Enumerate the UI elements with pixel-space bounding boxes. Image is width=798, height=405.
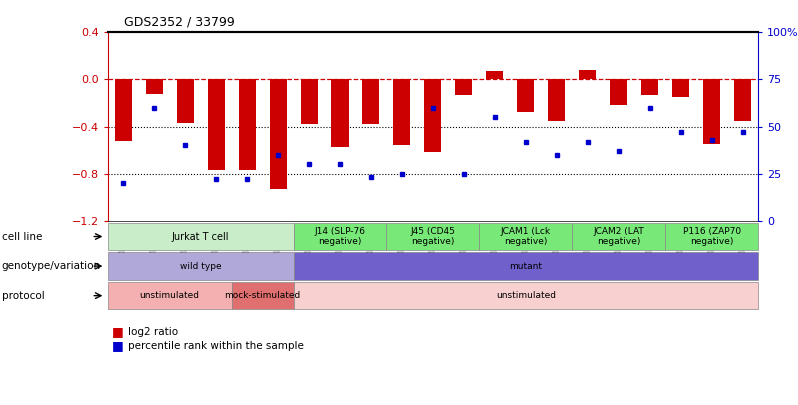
Bar xyxy=(115,79,132,141)
Text: mock-stimulated: mock-stimulated xyxy=(224,291,301,300)
Bar xyxy=(486,71,504,79)
Bar xyxy=(610,79,627,105)
Text: P116 (ZAP70
negative): P116 (ZAP70 negative) xyxy=(682,227,741,246)
Text: mutant: mutant xyxy=(509,262,543,271)
Text: wild type: wild type xyxy=(180,262,222,271)
Text: Jurkat T cell: Jurkat T cell xyxy=(172,232,229,241)
Bar xyxy=(517,79,535,113)
Bar xyxy=(393,79,410,145)
Bar xyxy=(176,79,194,123)
Bar xyxy=(579,70,596,79)
Bar xyxy=(641,79,658,95)
Bar xyxy=(362,79,380,124)
Text: J14 (SLP-76
negative): J14 (SLP-76 negative) xyxy=(314,227,365,246)
Bar xyxy=(270,79,286,189)
Text: protocol: protocol xyxy=(2,291,45,301)
Text: unstimulated: unstimulated xyxy=(496,291,556,300)
Bar xyxy=(703,79,720,144)
Text: ■: ■ xyxy=(112,339,124,352)
Bar xyxy=(672,79,689,97)
Text: JCAM2 (LAT
negative): JCAM2 (LAT negative) xyxy=(594,227,644,246)
Bar xyxy=(301,79,318,124)
Text: J45 (CD45
negative): J45 (CD45 negative) xyxy=(410,227,456,246)
Bar xyxy=(331,79,349,147)
Text: log2 ratio: log2 ratio xyxy=(128,327,178,337)
Text: ■: ■ xyxy=(112,325,124,338)
Bar xyxy=(239,79,255,170)
Bar xyxy=(456,79,472,95)
Text: GDS2352 / 33799: GDS2352 / 33799 xyxy=(124,15,235,28)
Bar xyxy=(207,79,225,170)
Bar xyxy=(425,79,441,152)
Text: cell line: cell line xyxy=(2,232,42,241)
Text: JCAM1 (Lck
negative): JCAM1 (Lck negative) xyxy=(501,227,551,246)
Bar xyxy=(146,79,163,94)
Bar xyxy=(734,79,751,121)
Text: unstimulated: unstimulated xyxy=(140,291,200,300)
Text: percentile rank within the sample: percentile rank within the sample xyxy=(128,341,303,351)
Bar xyxy=(548,79,565,121)
Text: genotype/variation: genotype/variation xyxy=(2,261,101,271)
